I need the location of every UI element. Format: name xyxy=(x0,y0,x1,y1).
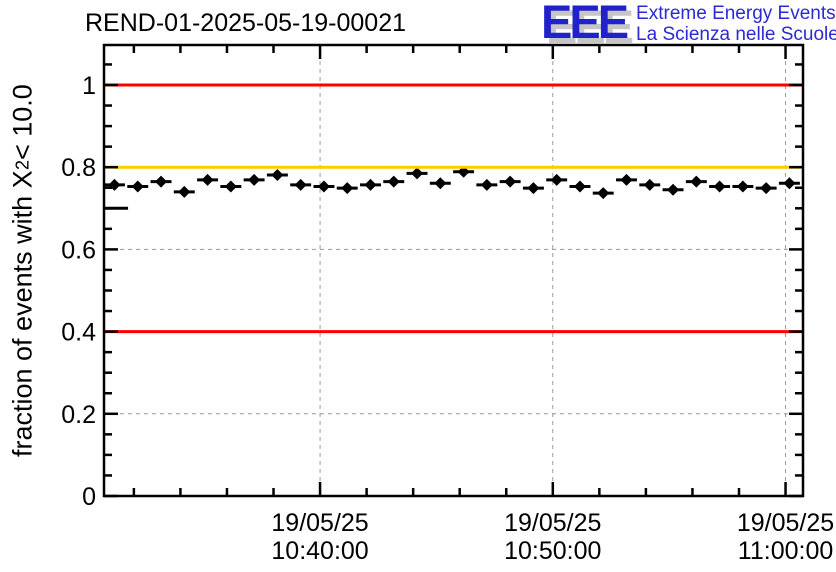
x-tick-label-time: 10:50:00 xyxy=(504,537,601,565)
data-point-marker xyxy=(201,173,214,186)
x-tick-label-date: 19/05/25 xyxy=(504,509,601,537)
data-point-marker xyxy=(760,182,773,195)
data-point-marker xyxy=(480,178,493,191)
data-point-marker xyxy=(620,173,633,186)
data-point-marker xyxy=(690,175,703,188)
data-point-marker xyxy=(224,180,237,193)
data-point-marker xyxy=(550,173,563,186)
data-point-marker xyxy=(667,183,680,196)
data-point-marker xyxy=(573,180,586,193)
data-point-marker xyxy=(155,175,168,188)
x-tick-label-time: 11:00:00 xyxy=(738,537,833,565)
data-point-marker xyxy=(317,180,330,193)
x-tick-label-time: 10:40:00 xyxy=(271,537,368,565)
data-point-marker xyxy=(131,180,144,193)
data-point-marker xyxy=(411,167,424,180)
plot-title: REND-01-2025-05-19-00021 xyxy=(85,9,407,37)
eee-logo: EEE Extreme Energy Events La Scienza nel… xyxy=(541,0,836,45)
y-tick-label: 0.4 xyxy=(61,319,96,347)
data-point-marker xyxy=(178,185,191,198)
data-point-marker xyxy=(527,182,540,195)
data-point-marker xyxy=(387,175,400,188)
data-point-marker xyxy=(504,175,517,188)
data-point-marker xyxy=(643,178,656,191)
eee-logo-line1: Extreme Energy Events xyxy=(636,3,836,24)
plot-frame xyxy=(102,43,805,498)
data-point-marker xyxy=(108,178,121,191)
data-point-marker xyxy=(736,180,749,193)
data-point-marker xyxy=(248,173,261,186)
y-tick-label: 1 xyxy=(82,72,96,100)
data-point-marker xyxy=(713,180,726,193)
data-series xyxy=(104,165,800,210)
y-tick-label: 0.6 xyxy=(61,236,96,264)
data-point-marker xyxy=(294,178,307,191)
data-point-marker xyxy=(364,178,377,191)
y-tick-label: 0 xyxy=(82,483,96,511)
data-point-marker xyxy=(434,177,447,190)
data-point-marker xyxy=(341,182,354,195)
data-point-marker xyxy=(271,169,284,182)
y-tick-label: 0.2 xyxy=(61,401,96,429)
eee-logo-subtitle: Extreme Energy Events La Scienza nelle S… xyxy=(636,0,836,45)
data-point-marker xyxy=(457,165,470,178)
x-tick-label-date: 19/05/25 xyxy=(737,509,834,537)
x-tick-label-date: 19/05/25 xyxy=(271,509,368,537)
eee-logo-line2: La Scienza nelle Scuole xyxy=(636,24,836,45)
y-tick-label: 0.8 xyxy=(61,154,96,182)
eee-logo-acronym: EEE xyxy=(541,0,629,48)
data-point-marker xyxy=(783,177,796,190)
data-point-marker xyxy=(597,187,610,200)
